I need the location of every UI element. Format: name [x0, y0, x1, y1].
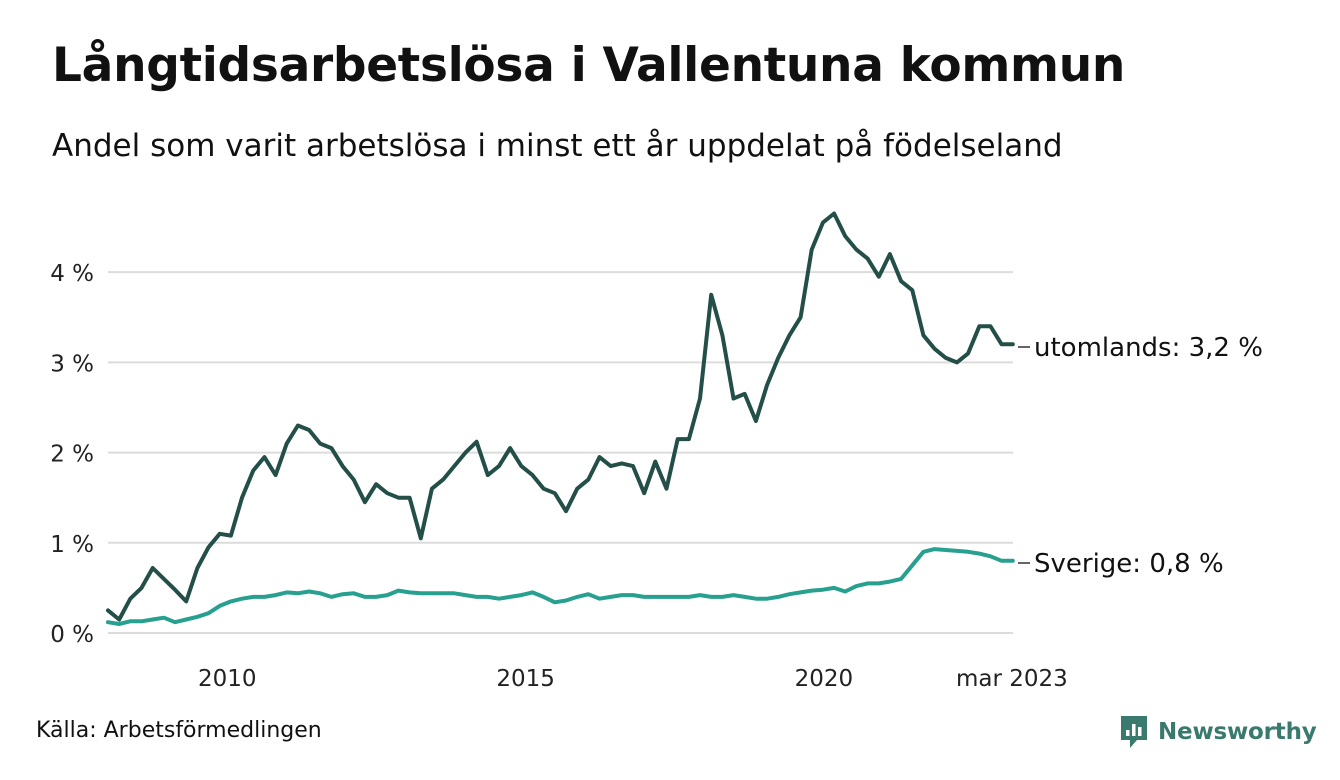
brand-logo: Newsworthy [1118, 714, 1317, 750]
y-tick-label: 2 % [50, 442, 94, 468]
x-tick-label: 2010 [198, 666, 257, 692]
x-tick-label: 2015 [496, 666, 555, 692]
y-tick-label: 0 % [50, 622, 94, 648]
x-tick-label: 2020 [795, 666, 854, 692]
chart-subtitle: Andel som varit arbetslösa i minst ett å… [52, 128, 1063, 164]
x-tick-label: mar 2023 [956, 666, 1068, 692]
source-note: Källa: Arbetsförmedlingen [36, 718, 322, 743]
y-tick-label: 1 % [50, 532, 94, 558]
series-line-sverige [106, 547, 1015, 626]
chart-title: Långtidsarbetslösa i Vallentuna kommun [52, 38, 1126, 93]
series-line-utomlands [106, 211, 1015, 622]
y-tick-label: 3 % [50, 351, 94, 377]
end-label-utomlands: utomlands: 3,2 % [1034, 333, 1263, 363]
line-chart: 0 % 1 % 2 % 3 % 4 % 2010 2015 2020 mar 2023 utoml… [50, 211, 1263, 692]
newsworthy-logo-icon [1121, 716, 1147, 748]
brand-name: Newsworthy [1158, 719, 1317, 745]
y-tick-label: 4 % [50, 261, 94, 287]
end-label-sverige: Sverige: 0,8 % [1034, 549, 1224, 579]
